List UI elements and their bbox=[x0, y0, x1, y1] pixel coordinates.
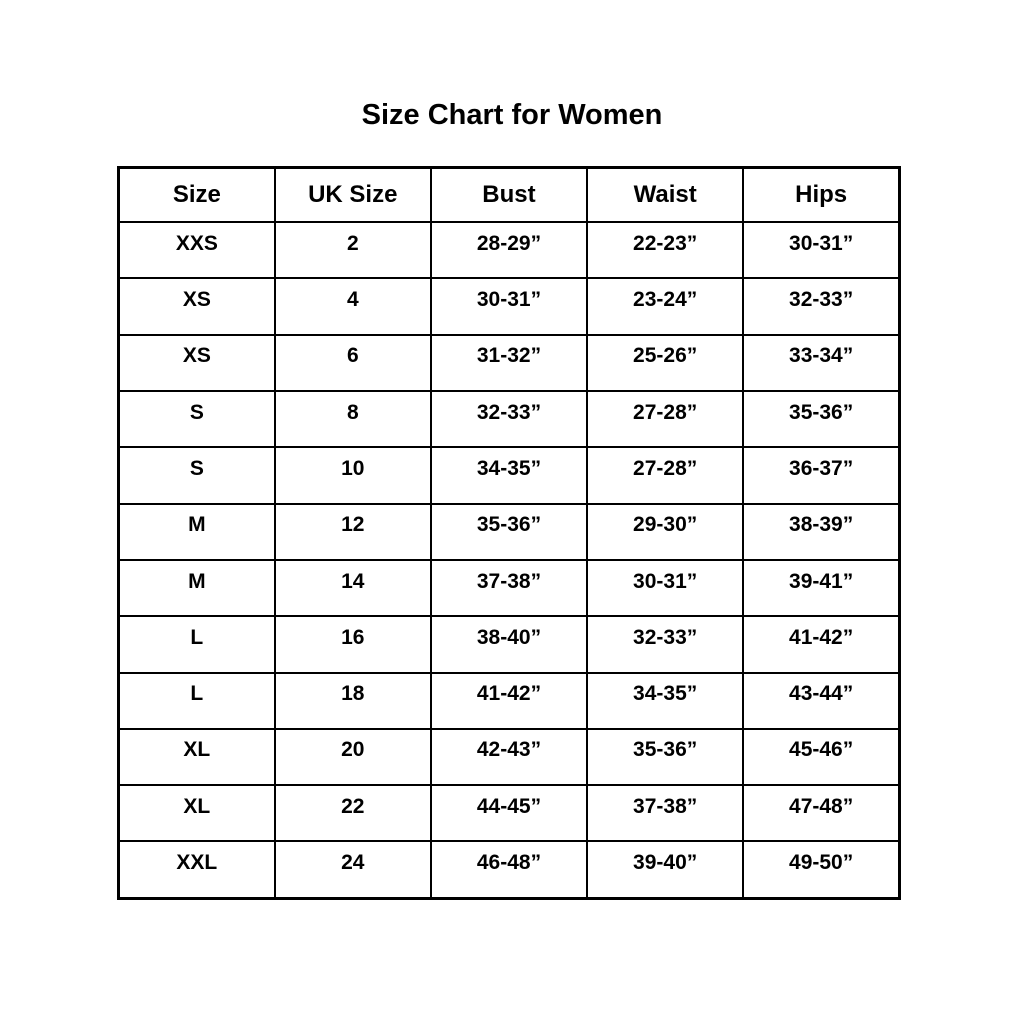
table-cell: 28-29” bbox=[429, 220, 589, 280]
table-cell: 10 bbox=[273, 446, 432, 505]
column-header-waist: Waist bbox=[586, 166, 745, 223]
table-cell: 45-46” bbox=[742, 727, 901, 787]
table-cell: XS bbox=[117, 333, 276, 392]
table-row: M 14 37-38” 30-31” 39-41” bbox=[117, 558, 901, 618]
table-cell: XS bbox=[117, 277, 276, 336]
table-cell: 38-39” bbox=[742, 502, 901, 561]
table-body: XXS 2 28-29” 22-23” 30-31” XS 4 30-31” 23-24” 32-… bbox=[117, 220, 901, 900]
table-row: XL 22 44-45” 37-38” 47-48” bbox=[117, 784, 901, 843]
column-header-bust: Bust bbox=[429, 166, 589, 223]
table-head: Size UK Size Bust Waist Hips bbox=[117, 166, 901, 223]
table-cell: 44-45” bbox=[429, 784, 589, 843]
table-cell: XL bbox=[117, 727, 276, 787]
table-cell: M bbox=[117, 558, 276, 618]
table-cell: 30-31” bbox=[429, 277, 589, 336]
table-cell: 4 bbox=[273, 277, 432, 336]
table-row: L 16 38-40” 32-33” 41-42” bbox=[117, 615, 901, 674]
table-cell: 27-28” bbox=[586, 446, 745, 505]
table-cell: 35-36” bbox=[429, 502, 589, 561]
table-row: XL 20 42-43” 35-36” 45-46” bbox=[117, 727, 901, 787]
table-row: XXS 2 28-29” 22-23” 30-31” bbox=[117, 220, 901, 280]
table-cell: 30-31” bbox=[586, 558, 745, 618]
table-cell: XXL bbox=[117, 840, 276, 900]
table-row: S 8 32-33” 27-28” 35-36” bbox=[117, 389, 901, 449]
table-cell: 34-35” bbox=[429, 446, 589, 505]
table-cell: L bbox=[117, 615, 276, 674]
table-cell: 18 bbox=[273, 671, 432, 730]
column-header-uk-size: UK Size bbox=[273, 166, 432, 223]
table-row: XXL 24 46-48” 39-40” 49-50” bbox=[117, 840, 901, 900]
table-cell: 42-43” bbox=[429, 727, 589, 787]
table-cell: 14 bbox=[273, 558, 432, 618]
table-cell: 23-24” bbox=[586, 277, 745, 336]
table-cell: 47-48” bbox=[742, 784, 901, 843]
table-row: XS 6 31-32” 25-26” 33-34” bbox=[117, 333, 901, 392]
table-cell: 33-34” bbox=[742, 333, 901, 392]
table-cell: 22 bbox=[273, 784, 432, 843]
table-cell: 39-41” bbox=[742, 558, 901, 618]
table-cell: 37-38” bbox=[429, 558, 589, 618]
table-cell: M bbox=[117, 502, 276, 561]
table-cell: S bbox=[117, 446, 276, 505]
table-cell: 46-48” bbox=[429, 840, 589, 900]
page-title: Size Chart for Women bbox=[361, 99, 663, 131]
column-header-hips: Hips bbox=[742, 166, 901, 223]
table-cell: 41-42” bbox=[742, 615, 901, 674]
table-cell: 12 bbox=[273, 502, 432, 561]
table-cell: 25-26” bbox=[586, 333, 745, 392]
table-cell: 37-38” bbox=[586, 784, 745, 843]
table-row: M 12 35-36” 29-30” 38-39” bbox=[117, 502, 901, 561]
table-cell: 35-36” bbox=[586, 727, 745, 787]
table-cell: 34-35” bbox=[586, 671, 745, 730]
table-cell: XL bbox=[117, 784, 276, 843]
table-cell: 24 bbox=[273, 840, 432, 900]
table-cell: 20 bbox=[273, 727, 432, 787]
table-cell: 35-36” bbox=[742, 389, 901, 449]
table-cell: 8 bbox=[273, 389, 432, 449]
table-cell: 43-44” bbox=[742, 671, 901, 730]
table-row: S 10 34-35” 27-28” 36-37” bbox=[117, 446, 901, 505]
table-cell: 32-33” bbox=[429, 389, 589, 449]
table-cell: 22-23” bbox=[586, 220, 745, 280]
table-cell: XXS bbox=[117, 220, 276, 280]
size-chart-table: Size UK Size Bust Waist Hips XXS 2 28-29” 22-23… bbox=[117, 166, 901, 900]
table-cell: 6 bbox=[273, 333, 432, 392]
table-cell: 39-40” bbox=[586, 840, 745, 900]
table-cell: 32-33” bbox=[742, 277, 901, 336]
table-cell: 16 bbox=[273, 615, 432, 674]
table-row: XS 4 30-31” 23-24” 32-33” bbox=[117, 277, 901, 336]
table-cell: 29-30” bbox=[586, 502, 745, 561]
table-cell: 36-37” bbox=[742, 446, 901, 505]
table-cell: 2 bbox=[273, 220, 432, 280]
table-cell: 31-32” bbox=[429, 333, 589, 392]
table-cell: 49-50” bbox=[742, 840, 901, 900]
table-cell: 30-31” bbox=[742, 220, 901, 280]
table-cell: S bbox=[117, 389, 276, 449]
table-cell: 41-42” bbox=[429, 671, 589, 730]
table-cell: L bbox=[117, 671, 276, 730]
table-cell: 32-33” bbox=[586, 615, 745, 674]
table-row: L 18 41-42” 34-35” 43-44” bbox=[117, 671, 901, 730]
table-cell: 38-40” bbox=[429, 615, 589, 674]
header-row: Size UK Size Bust Waist Hips bbox=[117, 166, 901, 223]
table-cell: 27-28” bbox=[586, 389, 745, 449]
column-header-size: Size bbox=[117, 166, 276, 223]
